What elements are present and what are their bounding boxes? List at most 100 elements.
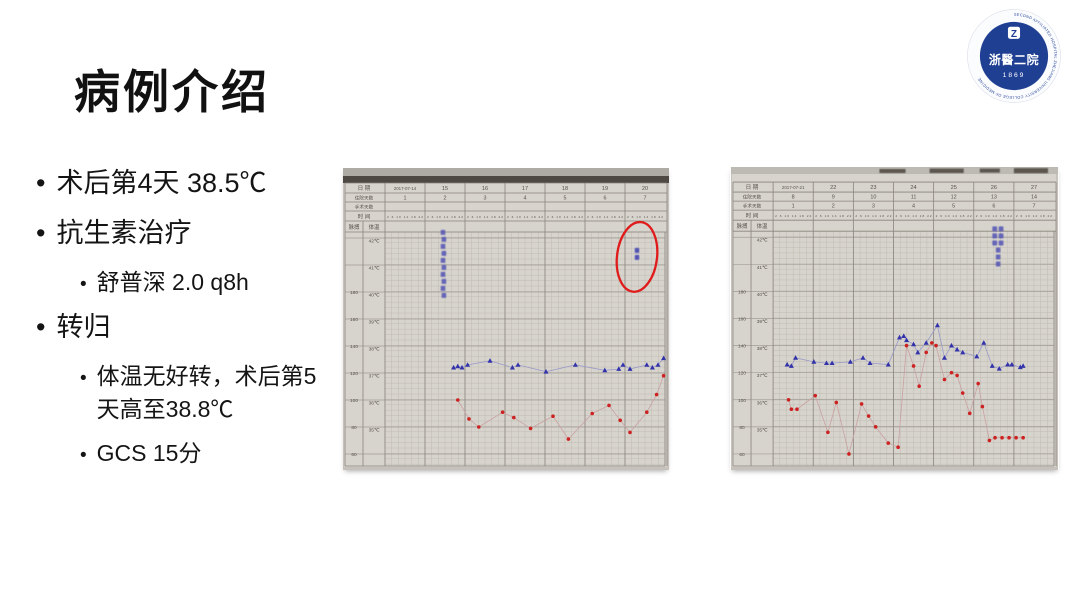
svg-text:26: 26	[991, 185, 997, 191]
svg-text:住院天数: 住院天数	[743, 194, 762, 201]
bullet-subitem: 体温无好转，术后第5天高至38.8℃	[80, 360, 336, 426]
svg-text:17: 17	[522, 186, 528, 192]
svg-text:体温: 体温	[757, 222, 768, 230]
table-frame	[732, 181, 1057, 467]
svg-text:脉搏: 脉搏	[737, 222, 748, 230]
pulse-series	[456, 373, 666, 441]
svg-text:2 6 10 14 18 22: 2 6 10 14 18 22	[1016, 214, 1052, 218]
red-circle-annotation	[615, 220, 659, 293]
svg-text:100: 100	[350, 398, 358, 404]
svg-text:160: 160	[738, 317, 746, 323]
svg-text:14: 14	[1031, 195, 1037, 201]
svg-text:6: 6	[992, 204, 995, 210]
svg-text:37℃: 37℃	[757, 373, 768, 379]
bullet-text: 体温无好转，术后第5天高至38.8℃	[96, 363, 317, 423]
hospital-logo-seal: SECOND AFFILIATED HOSPITAL ZHEJIANG UNIV…	[967, 9, 1061, 103]
logo-year: 1869	[1003, 72, 1026, 79]
svg-text:6: 6	[604, 196, 607, 202]
svg-text:手术天数: 手术天数	[355, 204, 374, 211]
svg-text:2 6 10 14 18 22: 2 6 10 14 18 22	[587, 215, 623, 219]
bullet-text: 抗生素治疗	[56, 218, 192, 249]
handwritten-note	[440, 229, 447, 298]
svg-text:38℃: 38℃	[757, 346, 768, 352]
svg-text:日 期: 日 期	[358, 185, 371, 192]
svg-text:手术天数: 手术天数	[743, 203, 762, 210]
svg-text:39℃: 39℃	[757, 319, 768, 325]
svg-text:时 间: 时 间	[358, 213, 371, 221]
svg-text:42℃: 42℃	[369, 239, 380, 245]
svg-text:3: 3	[484, 196, 487, 202]
bullet-icon	[36, 166, 45, 201]
svg-text:2: 2	[444, 196, 447, 202]
svg-text:5: 5	[952, 204, 955, 210]
svg-text:140: 140	[350, 344, 358, 350]
svg-text:80: 80	[739, 425, 745, 431]
temperature-series	[451, 355, 667, 374]
bullet-item: 术后第4天 38.5℃	[36, 166, 336, 201]
svg-text:39℃: 39℃	[369, 320, 380, 326]
table-frame	[344, 182, 668, 467]
svg-text:9: 9	[832, 195, 835, 201]
svg-text:80: 80	[351, 425, 357, 431]
svg-text:100: 100	[738, 398, 746, 404]
handwritten-note	[992, 226, 1004, 267]
svg-text:10: 10	[870, 195, 876, 201]
svg-text:16: 16	[482, 186, 488, 192]
svg-text:8: 8	[792, 195, 795, 201]
temperature-series	[784, 322, 1026, 371]
logo-monogram: Z	[1011, 29, 1017, 40]
svg-text:180: 180	[738, 289, 746, 295]
svg-text:4: 4	[524, 196, 527, 202]
bullet-text: 舒普深 2.0 q8h	[96, 269, 249, 296]
svg-text:160: 160	[350, 317, 358, 323]
svg-text:40℃: 40℃	[757, 292, 768, 298]
svg-text:2017-07-14: 2017-07-14	[394, 186, 417, 191]
svg-text:40℃: 40℃	[369, 293, 380, 299]
svg-text:2 6 10 14 18 22: 2 6 10 14 18 22	[855, 214, 891, 218]
svg-text:23: 23	[870, 185, 876, 191]
page-title: 病例介绍	[74, 66, 270, 118]
svg-text:3: 3	[872, 204, 875, 210]
svg-text:1: 1	[792, 204, 795, 210]
svg-text:4: 4	[912, 204, 915, 210]
svg-text:2 6 10 14 18 22: 2 6 10 14 18 22	[387, 215, 423, 219]
svg-text:15: 15	[442, 186, 448, 192]
svg-text:2 6 10 14 18 22: 2 6 10 14 18 22	[627, 215, 663, 219]
svg-text:体温: 体温	[369, 223, 380, 231]
svg-text:2 6 10 14 18 22: 2 6 10 14 18 22	[507, 215, 543, 219]
svg-text:脉搏: 脉搏	[349, 223, 360, 231]
svg-text:120: 120	[738, 371, 746, 377]
bullet-list: 术后第4天 38.5℃ 抗生素治疗 舒普深 2.0 q8h 转归 体温无好转，术…	[36, 166, 336, 481]
svg-text:2 6 10 14 18 22: 2 6 10 14 18 22	[775, 214, 811, 218]
svg-text:2: 2	[832, 204, 835, 210]
svg-text:120: 120	[350, 371, 358, 377]
svg-text:24: 24	[910, 185, 916, 191]
bullet-icon	[80, 437, 87, 470]
bullet-item: 转归	[36, 310, 336, 345]
svg-text:140: 140	[738, 344, 746, 350]
svg-text:2 6 10 14 18 22: 2 6 10 14 18 22	[976, 214, 1012, 218]
svg-text:2017-07-21: 2017-07-21	[782, 185, 805, 190]
svg-text:180: 180	[350, 290, 358, 296]
bullet-icon	[36, 216, 45, 251]
svg-text:41℃: 41℃	[757, 265, 768, 271]
svg-text:25: 25	[951, 185, 957, 191]
svg-text:35℃: 35℃	[757, 427, 768, 433]
svg-text:36℃: 36℃	[369, 401, 380, 407]
svg-text:2 6 10 14 18 22: 2 6 10 14 18 22	[467, 215, 503, 219]
svg-text:11: 11	[911, 195, 917, 201]
svg-text:36℃: 36℃	[757, 400, 768, 406]
svg-text:27: 27	[1031, 185, 1037, 191]
bullet-subitem: GCS 15分	[80, 437, 336, 470]
photo-dark-band	[343, 176, 669, 183]
svg-text:18: 18	[562, 186, 568, 192]
svg-text:35℃: 35℃	[369, 428, 380, 434]
svg-text:2 6 10 14 18 22: 2 6 10 14 18 22	[936, 214, 972, 218]
svg-text:7: 7	[644, 196, 647, 202]
blurred-header-text	[879, 168, 1049, 174]
hospital-logo: SECOND AFFILIATED HOSPITAL ZHEJIANG UNIV…	[966, 8, 1062, 104]
svg-text:2 6 10 14 18 22: 2 6 10 14 18 22	[815, 214, 851, 218]
